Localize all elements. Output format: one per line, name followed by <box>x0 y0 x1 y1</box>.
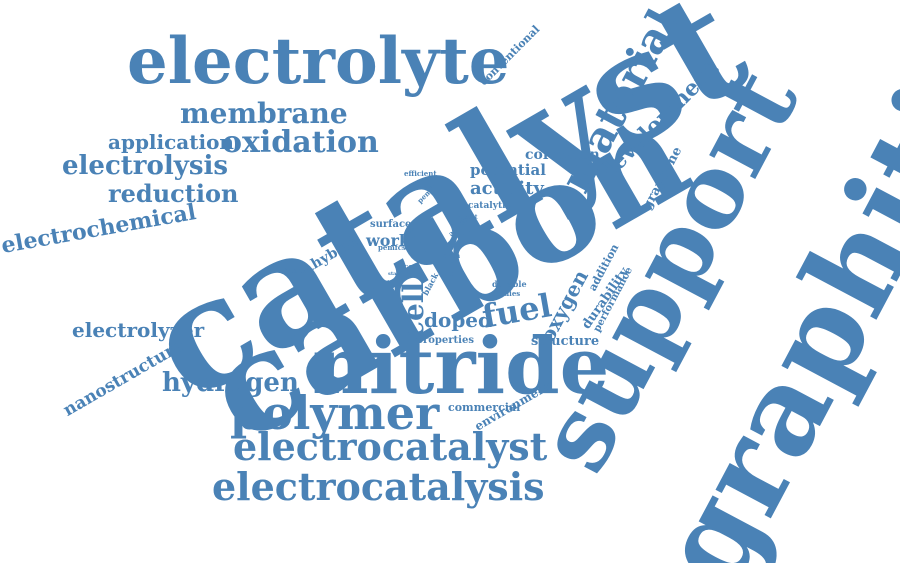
word-electrolyte: electrolyte <box>127 24 510 99</box>
word-form: form <box>404 270 423 279</box>
word-cost: cost <box>404 262 421 271</box>
word-initial: initial <box>448 259 455 276</box>
word-reduction: reduction <box>108 179 239 208</box>
word-durable: durable <box>492 279 527 289</box>
word-recent: recent <box>456 214 478 221</box>
word-electrocatalysis: electrocatalysis <box>212 464 545 509</box>
word-hydrogen: hydrogen <box>162 368 299 398</box>
word-area: area <box>443 251 461 260</box>
word-nitride: nitride <box>312 321 610 412</box>
word-metal: metal <box>443 242 463 249</box>
word-properties: properties <box>416 335 474 346</box>
word-potential: potential <box>470 161 546 179</box>
word-pemfcs: pemfcs <box>378 243 406 252</box>
word-surface: surface <box>370 219 412 230</box>
word-corrosion: corrosion <box>525 147 600 163</box>
word-structure: structure <box>531 334 600 349</box>
word-polymer: polymer <box>230 386 440 440</box>
word-oxidation: oxidation <box>222 125 379 160</box>
word-doped: doped <box>424 308 493 332</box>
word-membrane: membrane <box>180 97 348 130</box>
word-activity: activity <box>470 178 544 199</box>
word-efficient: efficient <box>404 169 437 178</box>
word-electrocatalyst: electrocatalyst <box>233 424 548 469</box>
word-electrolysis: electrolysis <box>62 151 228 181</box>
word-commercial: commercial <box>448 401 521 414</box>
word-work: work <box>366 231 410 250</box>
word-state: state <box>388 271 402 277</box>
word-studies: studies <box>492 289 521 298</box>
word-application: application <box>108 130 234 154</box>
word-electrochemical: electrochemical <box>0 199 198 259</box>
word-cheaper: cheaper <box>278 265 314 275</box>
word-electrolyzer: electrolyzer <box>72 318 205 342</box>
word-catalytic: catalytic <box>468 201 512 211</box>
